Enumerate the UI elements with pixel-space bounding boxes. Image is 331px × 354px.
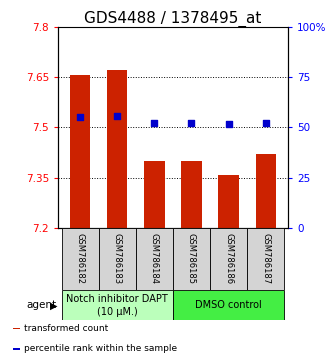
Bar bbox=[181, 161, 202, 228]
Bar bbox=[13, 328, 20, 329]
Point bbox=[77, 115, 83, 120]
Text: ▶: ▶ bbox=[50, 300, 57, 310]
Point bbox=[263, 121, 268, 126]
Title: GDS4488 / 1378495_at: GDS4488 / 1378495_at bbox=[84, 10, 261, 27]
Text: percentile rank within the sample: percentile rank within the sample bbox=[24, 344, 177, 353]
Text: GSM786182: GSM786182 bbox=[76, 233, 85, 284]
Bar bbox=[70, 75, 90, 228]
Bar bbox=[99, 228, 136, 290]
Point bbox=[226, 121, 231, 127]
Text: GSM786185: GSM786185 bbox=[187, 233, 196, 284]
Text: DMSO control: DMSO control bbox=[195, 300, 262, 310]
Text: GSM786184: GSM786184 bbox=[150, 233, 159, 284]
Bar bbox=[210, 228, 247, 290]
Text: GSM786183: GSM786183 bbox=[113, 233, 122, 284]
Text: GSM786186: GSM786186 bbox=[224, 233, 233, 284]
Text: Notch inhibitor DAPT
(10 μM.): Notch inhibitor DAPT (10 μM.) bbox=[67, 294, 168, 316]
Text: GSM786187: GSM786187 bbox=[261, 233, 270, 284]
Bar bbox=[173, 290, 284, 320]
Bar bbox=[136, 228, 173, 290]
Text: agent: agent bbox=[26, 300, 57, 310]
Bar bbox=[256, 154, 276, 228]
Point bbox=[189, 121, 194, 126]
Text: transformed count: transformed count bbox=[24, 324, 109, 333]
Point bbox=[152, 121, 157, 126]
Bar bbox=[62, 290, 173, 320]
Bar bbox=[144, 161, 165, 228]
Bar bbox=[62, 228, 99, 290]
Bar bbox=[107, 70, 127, 228]
Point bbox=[115, 114, 120, 119]
Bar bbox=[218, 175, 239, 228]
Bar bbox=[173, 228, 210, 290]
Bar bbox=[247, 228, 284, 290]
Bar bbox=[13, 348, 20, 349]
